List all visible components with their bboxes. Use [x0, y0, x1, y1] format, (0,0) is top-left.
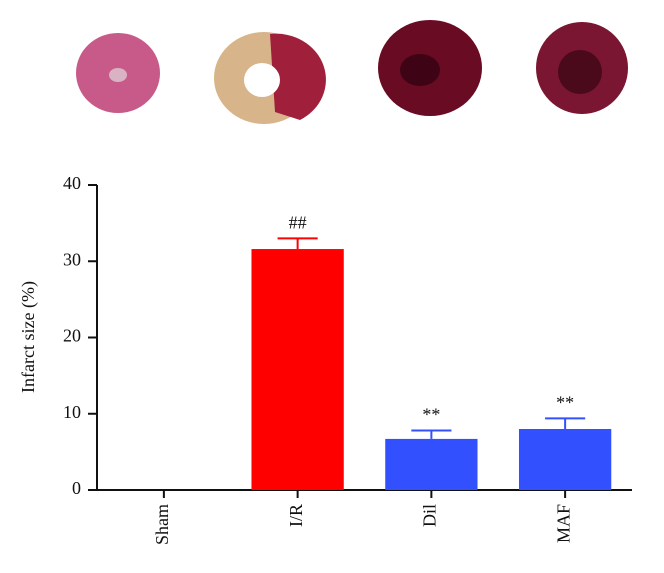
- bar: [251, 249, 344, 490]
- y-tick-label: 10: [63, 402, 81, 422]
- heart-infarct-region: [270, 33, 326, 120]
- annotation: **: [422, 405, 440, 425]
- bar: [518, 429, 612, 490]
- annotation: ##: [289, 213, 307, 233]
- y-tick-label: 30: [63, 249, 81, 269]
- heart-lumen: [109, 68, 127, 82]
- heart-images: [76, 20, 628, 124]
- x-tick-label: Dil: [420, 504, 440, 527]
- x-tick-label: Sham: [152, 504, 172, 545]
- x-tick-label: MAF: [553, 504, 573, 543]
- annotation: **: [556, 392, 574, 412]
- heart-lumen: [400, 54, 440, 86]
- heart-lumen: [244, 63, 280, 97]
- y-axis-label: Infarct size (%): [18, 281, 39, 393]
- y-tick-label: 20: [63, 326, 81, 346]
- x-tick-label: I/R: [286, 504, 306, 527]
- heart-lumen: [558, 50, 602, 94]
- y-tick-label: 40: [63, 173, 81, 193]
- bar: [385, 438, 478, 490]
- y-tick-label: 0: [72, 478, 81, 498]
